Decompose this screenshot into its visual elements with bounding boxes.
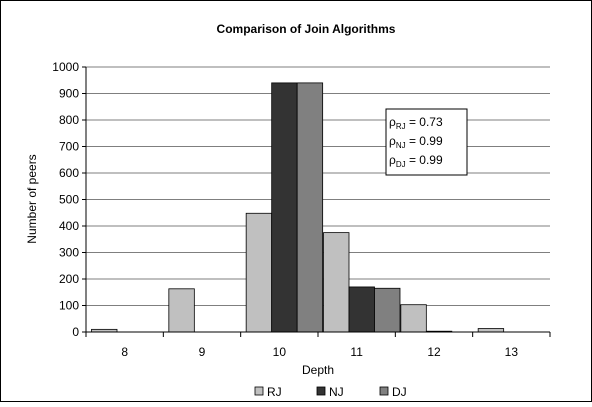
legend-swatch-rj (254, 386, 264, 396)
annotation-symbol: ρ (389, 115, 396, 129)
y-tick-label: 300 (59, 246, 79, 260)
annotation-line: ρRJ = 0.73 (389, 115, 443, 131)
y-tick-label: 200 (59, 272, 79, 286)
y-tick-label: 0 (72, 325, 79, 339)
axes: 0 100 200 300 400 500 600 700 800 900 1000 8 9 10 11 12… (52, 60, 551, 359)
annotation-subscript: NJ (396, 141, 406, 150)
annotation-box-frame (385, 108, 468, 176)
y-tick-label: 1000 (52, 60, 79, 74)
bar-nj-11 (348, 286, 375, 333)
annotation-value: = 0.99 (406, 153, 443, 167)
annotation-symbol: ρ (389, 153, 396, 167)
annotation-value: = 0.99 (406, 134, 443, 148)
bar-nj-10 (271, 82, 298, 333)
y-tick-label: 600 (59, 166, 79, 180)
x-tick-label: 10 (273, 345, 287, 359)
y-tick-label: 700 (59, 140, 79, 154)
annotation-subscript: RJ (396, 122, 406, 131)
annotation-symbol: ρ (389, 134, 396, 148)
legend-swatch-nj (316, 386, 326, 396)
annotation-value: = 0.73 (406, 115, 443, 129)
bar-dj-10 (296, 82, 324, 333)
legend-label-rj: RJ (267, 385, 282, 399)
annotation-line: ρNJ = 0.99 (389, 134, 443, 150)
bar-rj-11 (323, 232, 350, 333)
legend-label-nj: NJ (329, 385, 344, 399)
bar-dj-11 (374, 287, 401, 333)
bars (91, 82, 505, 333)
chart-title: Comparison of Join Algorithms (217, 22, 396, 36)
bar-rj-10 (245, 212, 273, 333)
y-tick-label: 400 (59, 219, 79, 233)
bar-rj-13 (477, 328, 505, 333)
legend: RJ NJ DJ (254, 385, 407, 399)
y-tick-label: 100 (59, 299, 79, 313)
bar-rj-12 (400, 304, 427, 333)
annotation-line: ρDJ = 0.99 (389, 153, 443, 169)
y-tick-label: 800 (59, 113, 79, 127)
y-tick-label: 900 (59, 87, 79, 101)
x-tick-label: 8 (121, 345, 128, 359)
y-axis-title: Number of peers (25, 154, 39, 243)
legend-label-dj: DJ (392, 385, 407, 399)
annotation-subscript: DJ (396, 160, 406, 169)
legend-swatch-dj (379, 386, 389, 396)
x-tick-label: 13 (505, 345, 519, 359)
x-tick-label: 11 (350, 345, 363, 359)
x-axis-title: Depth (302, 363, 334, 377)
y-tick-label: 500 (59, 193, 79, 207)
bar-rj-9 (168, 288, 195, 333)
x-tick-label: 12 (427, 345, 441, 359)
x-tick-label: 9 (199, 345, 206, 359)
